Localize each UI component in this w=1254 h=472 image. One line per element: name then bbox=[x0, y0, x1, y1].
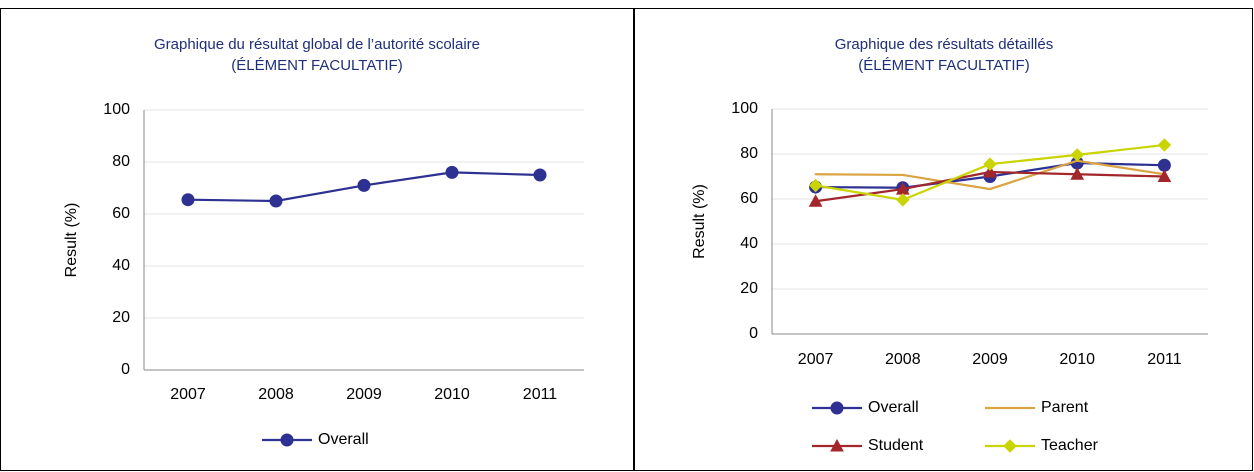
marker bbox=[1070, 167, 1085, 180]
x-tick-label: 2008 bbox=[258, 386, 294, 403]
marker bbox=[808, 194, 823, 207]
y-tick-label: 80 bbox=[740, 145, 758, 162]
x-tick-label: 2009 bbox=[346, 386, 382, 403]
marker bbox=[830, 401, 844, 415]
marker bbox=[1003, 439, 1017, 453]
y-tick-label: 40 bbox=[112, 257, 130, 274]
y-tick-label: 0 bbox=[749, 325, 758, 342]
marker bbox=[357, 178, 371, 192]
x-tick-label: 2010 bbox=[434, 386, 470, 403]
chart-subtitle: (ÉLÉMENT FACULTATIF) bbox=[231, 57, 402, 74]
y-tick-label: 100 bbox=[103, 101, 130, 118]
legend-label: Parent bbox=[1041, 399, 1089, 416]
panel-right bbox=[634, 8, 1253, 471]
marker bbox=[989, 188, 991, 191]
marker bbox=[983, 157, 997, 171]
x-tick-label: 2011 bbox=[1147, 351, 1182, 368]
marker bbox=[1070, 148, 1084, 162]
marker bbox=[896, 193, 910, 207]
marker bbox=[445, 165, 459, 179]
x-tick-label: 2011 bbox=[523, 386, 558, 403]
panel-left bbox=[0, 8, 634, 471]
chart-title: Graphique des résultats détaillés bbox=[835, 36, 1053, 53]
marker bbox=[814, 173, 817, 176]
y-tick-label: 60 bbox=[740, 190, 758, 207]
y-tick-label: 40 bbox=[740, 235, 758, 252]
legend-label: Overall bbox=[318, 431, 369, 448]
marker bbox=[901, 173, 904, 176]
legend-label: Student bbox=[868, 437, 924, 454]
x-tick-label: 2008 bbox=[885, 351, 921, 368]
y-tick-label: 60 bbox=[112, 205, 130, 222]
y-axis-label: Result (%) bbox=[691, 184, 708, 259]
x-tick-label: 2007 bbox=[798, 351, 834, 368]
marker bbox=[269, 194, 283, 208]
marker bbox=[1157, 169, 1172, 182]
y-tick-label: 20 bbox=[112, 309, 130, 326]
chart-subtitle: (ÉLÉMENT FACULTATIF) bbox=[858, 57, 1029, 74]
marker bbox=[181, 193, 195, 207]
y-tick-label: 80 bbox=[112, 153, 130, 170]
marker bbox=[983, 164, 997, 178]
chart-title: Graphique du résultat global de l’autori… bbox=[154, 36, 480, 53]
marker bbox=[1157, 158, 1171, 172]
marker bbox=[1157, 138, 1172, 152]
y-tick-label: 20 bbox=[740, 280, 758, 297]
marker bbox=[830, 438, 844, 452]
marker bbox=[280, 433, 294, 447]
legend-label: Teacher bbox=[1041, 437, 1099, 454]
y-axis-label: Result (%) bbox=[63, 203, 80, 278]
y-tick-label: 100 bbox=[731, 100, 758, 117]
x-tick-label: 2010 bbox=[1059, 351, 1095, 368]
x-tick-label: 2009 bbox=[972, 351, 1008, 368]
y-tick-label: 0 bbox=[121, 361, 130, 378]
marker bbox=[533, 168, 547, 182]
legend-label: Overall bbox=[868, 399, 919, 416]
x-tick-label: 2007 bbox=[170, 386, 206, 403]
marker bbox=[808, 178, 823, 193]
